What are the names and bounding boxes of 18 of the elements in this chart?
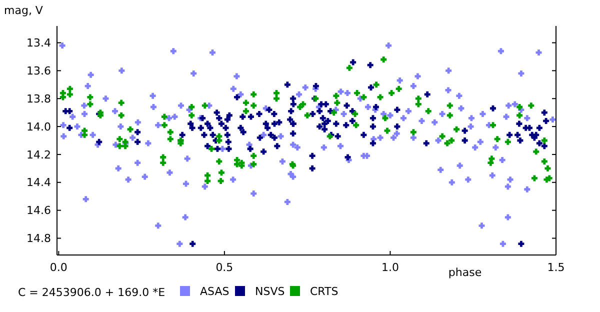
x-tick-label: 1.5: [547, 261, 565, 274]
y-tick-label: 13.8: [26, 92, 51, 106]
legend-label: CRTS: [310, 285, 338, 298]
y-tick-label: 14.6: [26, 204, 51, 218]
text: C = 2453906.0 + 169.0 *E: [18, 286, 166, 299]
y-tick-label: 14.2: [26, 148, 51, 162]
y-tick-label: 13.6: [26, 64, 51, 78]
x-axis-title: phase: [448, 266, 482, 279]
y-tick-label: 14.8: [26, 232, 51, 246]
x-tick-label: 0.0: [50, 261, 68, 274]
y-tick-label: 14.0: [26, 120, 51, 134]
y-tick-label: 14.4: [26, 176, 51, 190]
x-tick-label: 1.0: [381, 261, 399, 274]
y-axis-title: mag, V: [4, 4, 44, 17]
legend-label: ASAS: [200, 285, 230, 298]
y-tick-label: 13.4: [26, 36, 51, 50]
x-tick-label: 0.5: [216, 261, 234, 274]
legend-label: NSVS: [255, 285, 285, 298]
